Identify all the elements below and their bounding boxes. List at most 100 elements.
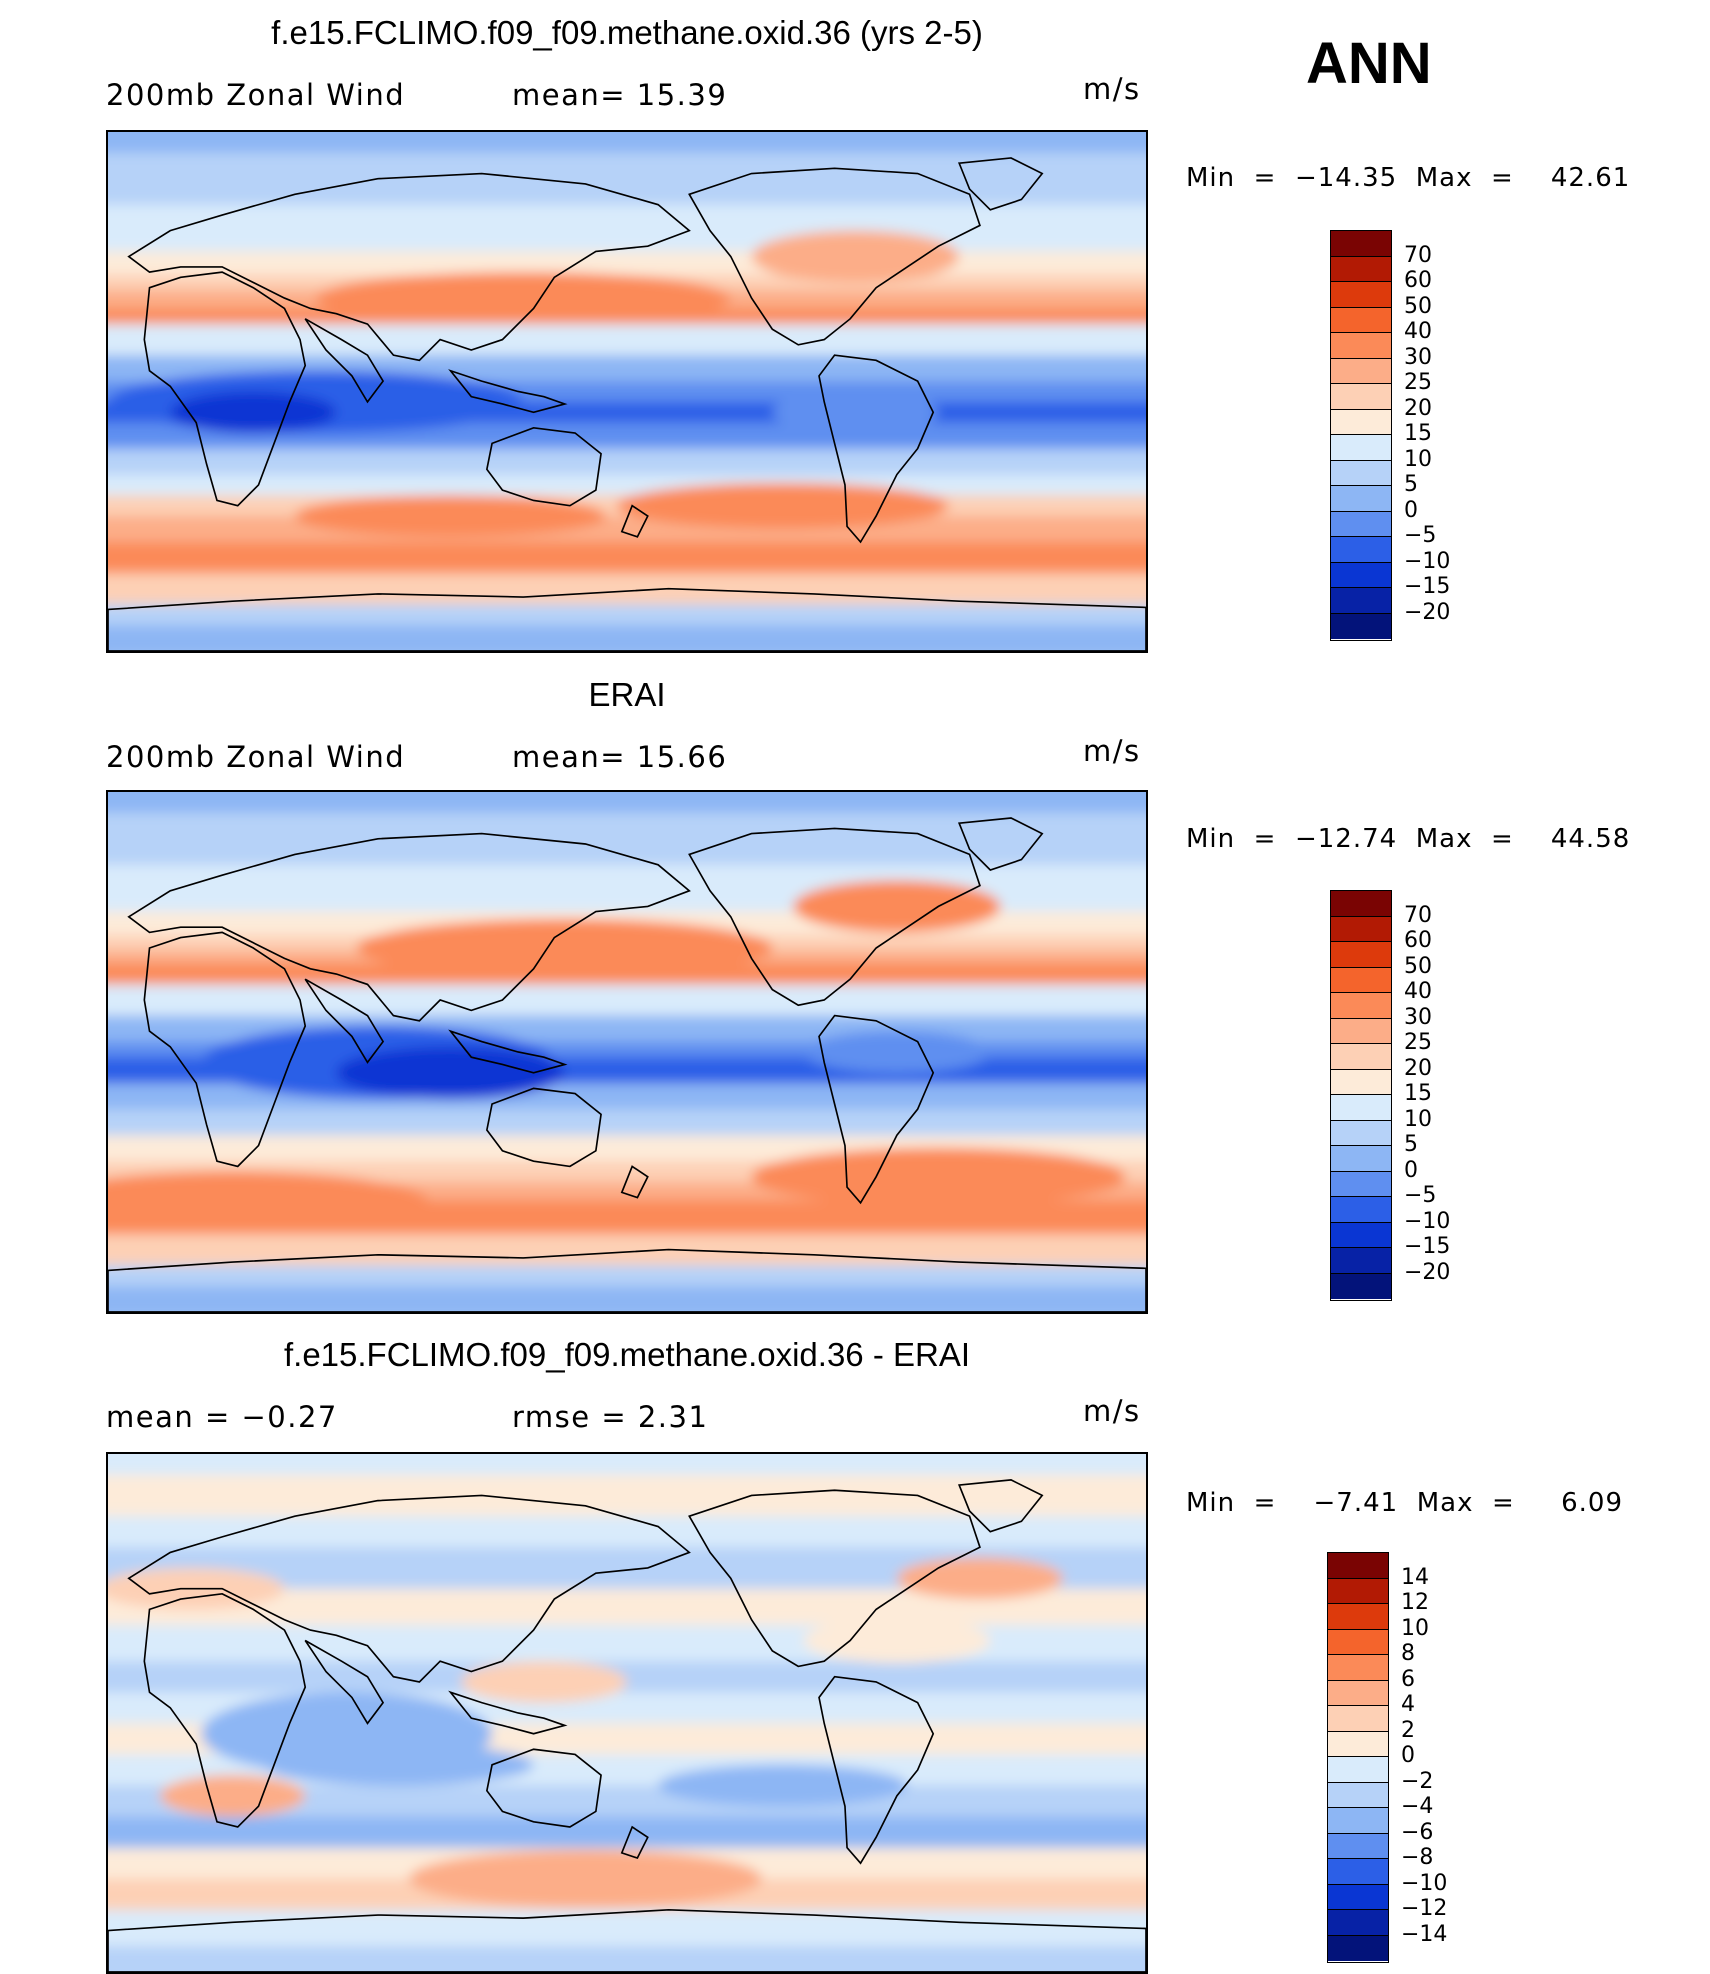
colorbar-level-label: −10: [1401, 1870, 1448, 1896]
coastline: [485, 1087, 602, 1168]
colorbar-level-label: 50: [1404, 293, 1432, 319]
colorbar-swatch: [1331, 967, 1391, 993]
colorbar-level-label: 5: [1404, 1132, 1418, 1157]
colorbar-swatch: [1331, 282, 1391, 308]
coastline: [957, 1479, 1044, 1533]
colorbar-swatch: [1331, 358, 1391, 384]
coastline: [143, 271, 307, 507]
min-max-label: Min = −14.35 Max = 42.61: [1186, 163, 1631, 193]
colorbar-swatch: [1331, 486, 1391, 512]
colorbar-level-label: 70: [1404, 902, 1432, 928]
contour-map: [106, 1452, 1148, 1974]
season-label: ANN: [1306, 31, 1432, 96]
colorbar-level-label: 70: [1404, 242, 1432, 268]
colorbar-swatch: [1331, 1044, 1391, 1070]
colorbar-level-label: 0: [1401, 1743, 1415, 1768]
colorbar-swatch: [1328, 1935, 1388, 1961]
colorbar-swatch: [1331, 1146, 1391, 1172]
coastline: [957, 157, 1044, 211]
colorbar-swatch: [1328, 1808, 1388, 1834]
colorbar-level-label: 40: [1404, 979, 1432, 1004]
colorbar-level-label: 40: [1404, 319, 1432, 344]
panel-title: f.e15.FCLIMO.f09_f09.methane.oxid.36 (yr…: [271, 14, 983, 51]
colorbar-level-label: 10: [1404, 446, 1432, 472]
colorbar-level-label: 0: [1404, 1157, 1418, 1183]
colorbar-swatch: [1331, 511, 1391, 537]
min-max-label: Min = −7.41 Max = 6.09: [1186, 1488, 1623, 1518]
coastline: [448, 369, 568, 414]
colorbar-swatch: [1328, 1884, 1388, 1910]
colorbar-level-label: 30: [1404, 1004, 1432, 1030]
colorbar-level-label: −4: [1401, 1794, 1434, 1819]
colorbar-level-label: 15: [1404, 421, 1432, 446]
panel-stat: mean= 15.66: [512, 740, 728, 774]
colorbar-level-label: 8: [1401, 1641, 1415, 1666]
panel-title: ERAI: [588, 676, 666, 713]
colorbar-level-label: −8: [1401, 1845, 1434, 1870]
coastline: [448, 1029, 568, 1074]
colorbar-swatch: [1331, 1273, 1391, 1299]
colorbar-swatch: [1328, 1553, 1388, 1579]
coastline: [304, 978, 385, 1064]
colorbar-swatch: [1328, 1757, 1388, 1783]
colorbar-swatch: [1331, 1095, 1391, 1121]
colorbar-level-label: 60: [1404, 928, 1432, 953]
coastline: [818, 354, 935, 544]
colorbar-swatch: [1331, 1018, 1391, 1044]
coastline: [143, 931, 307, 1168]
colorbar-level-label: 4: [1401, 1692, 1415, 1717]
colorbar-level-label: −12: [1401, 1896, 1448, 1921]
coastline: [957, 817, 1044, 871]
colorbar-swatch: [1328, 1782, 1388, 1808]
panel-left-label: 200mb Zonal Wind: [106, 78, 406, 112]
colorbar-swatch: [1331, 256, 1391, 282]
colorbar-level-label: 0: [1404, 497, 1418, 523]
coastline: [108, 1909, 1146, 1972]
coastline: [818, 1014, 935, 1205]
colorbar-level-label: 25: [1404, 370, 1432, 395]
colorbar-level-label: 50: [1404, 953, 1432, 979]
coastline: [620, 504, 649, 538]
coastline: [620, 1825, 649, 1860]
colorbar-level-label: 20: [1404, 395, 1432, 421]
coastline: [620, 1165, 649, 1199]
contour-map: [106, 790, 1148, 1314]
min-max-label: Min = −12.74 Max = 44.58: [1186, 824, 1631, 854]
colorbar-swatch: [1328, 1859, 1388, 1885]
coastline: [108, 587, 1146, 651]
colorbar-swatch: [1331, 613, 1391, 639]
coastline: [127, 832, 691, 1022]
colorbar-swatch: [1331, 993, 1391, 1019]
coastline: [818, 1675, 935, 1865]
colorbar-level-label: −15: [1404, 574, 1451, 599]
colorbar-level-label: −5: [1404, 1183, 1437, 1208]
units-label: m/s: [1083, 1394, 1141, 1428]
panel-left-label: 200mb Zonal Wind: [106, 740, 406, 774]
colorbar-swatch: [1331, 588, 1391, 614]
coastline: [688, 167, 981, 346]
coastline: [304, 1639, 385, 1725]
colorbar-swatch: [1328, 1833, 1388, 1859]
colorbar-swatch: [1331, 460, 1391, 486]
colorbar-level-label: 5: [1404, 472, 1418, 497]
colorbar: [1327, 1552, 1389, 1963]
colorbar-level-label: 12: [1401, 1590, 1429, 1615]
coastline: [127, 172, 691, 362]
colorbar-swatch: [1331, 562, 1391, 588]
colorbar-swatch: [1328, 1604, 1388, 1630]
contour-map: [106, 130, 1148, 653]
colorbar-swatch: [1331, 942, 1391, 968]
coastline: [108, 1248, 1146, 1312]
colorbar-swatch: [1331, 333, 1391, 359]
coastline: [688, 1489, 981, 1668]
colorbar-level-label: 10: [1401, 1615, 1429, 1641]
colorbar-level-label: −10: [1404, 1208, 1451, 1234]
colorbar-swatch: [1328, 1910, 1388, 1936]
units-label: m/s: [1083, 72, 1141, 106]
colorbar-level-label: −2: [1401, 1768, 1434, 1794]
colorbar-swatch: [1331, 1069, 1391, 1095]
colorbar: [1330, 230, 1392, 641]
colorbar-level-label: −20: [1404, 1259, 1451, 1285]
colorbar-level-label: 25: [1404, 1030, 1432, 1055]
colorbar-swatch: [1331, 409, 1391, 435]
